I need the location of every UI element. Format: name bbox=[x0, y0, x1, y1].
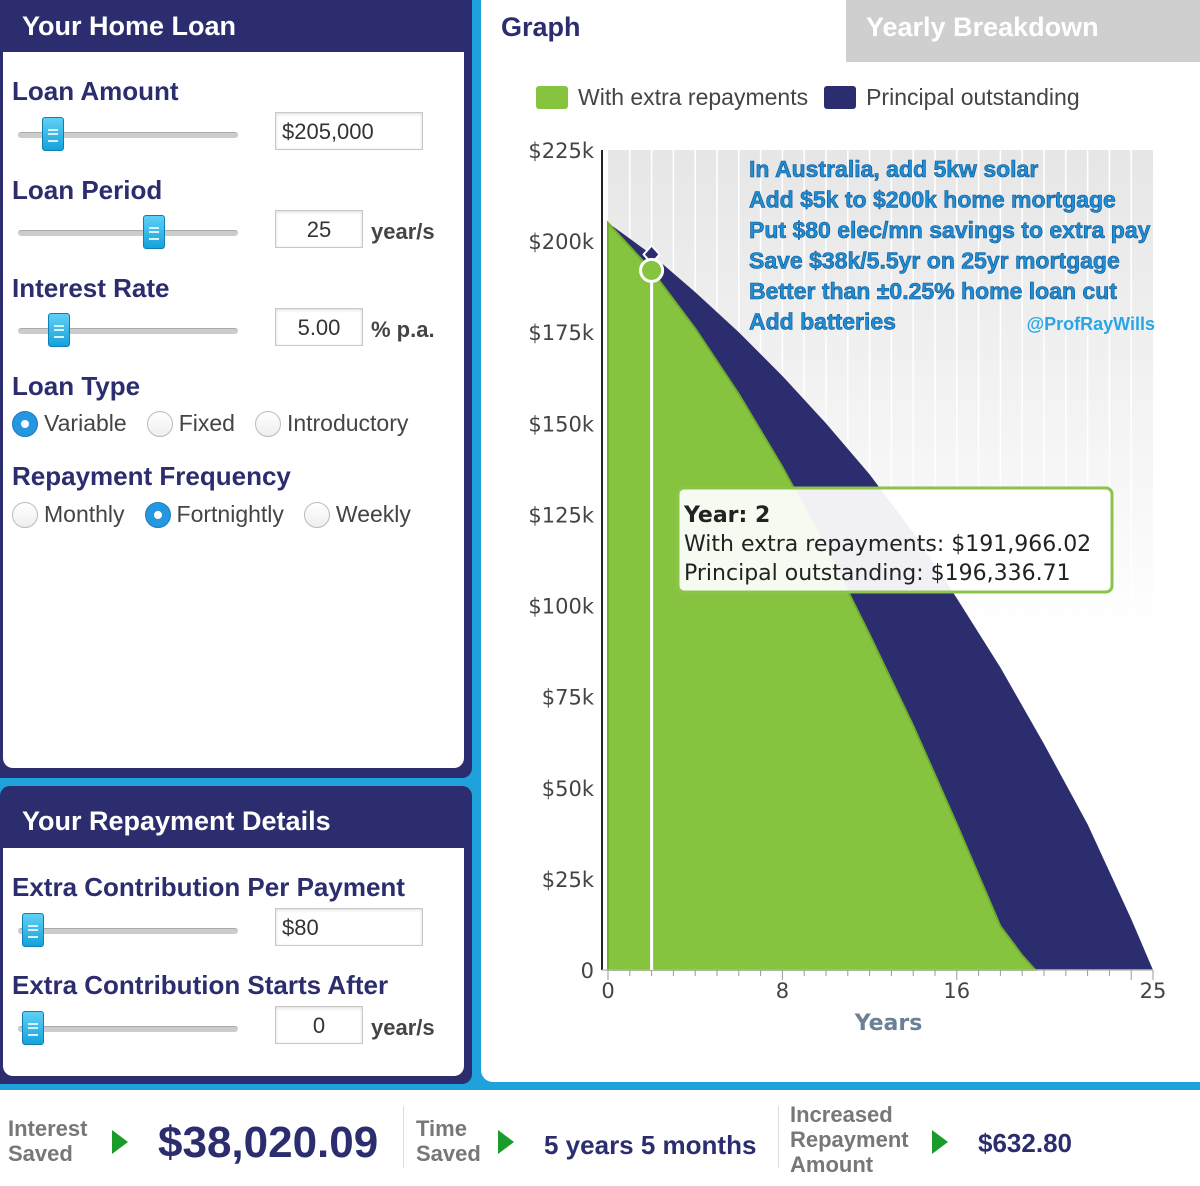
radio-icon[interactable] bbox=[12, 501, 38, 528]
x-tick-label: 8 bbox=[776, 979, 789, 1003]
graph-panel: Graph Yearly Breakdown With extra repaym… bbox=[481, 0, 1200, 1082]
y-tick-label: $25k bbox=[542, 868, 595, 892]
extra-contribution-label: Extra Contribution Per Payment bbox=[12, 872, 405, 902]
annotation-line: Add batteries bbox=[749, 309, 896, 335]
radio-selected-icon[interactable] bbox=[144, 501, 171, 528]
loan-type-introductory[interactable]: Introductory bbox=[254, 410, 408, 437]
frequency-fortnightly[interactable]: Fortnightly bbox=[144, 501, 284, 528]
legend-item-principal[interactable]: Principal outstanding bbox=[824, 84, 1080, 111]
home-loan-body: Loan Amount $205,000 Loan Period 25 year… bbox=[3, 52, 464, 768]
radio-icon[interactable] bbox=[254, 410, 281, 437]
repayment-frequency-label: Repayment Frequency bbox=[12, 461, 291, 491]
y-tick-label: $75k bbox=[542, 686, 595, 710]
tab-graph[interactable]: Graph bbox=[501, 12, 581, 42]
extra-contribution-input[interactable]: $80 bbox=[275, 908, 423, 946]
contribution-starts-label: Extra Contribution Starts After bbox=[12, 970, 389, 1000]
arrow-right-icon bbox=[112, 1130, 128, 1154]
tooltip-line: Principal outstanding: $196,336.71 bbox=[684, 561, 1071, 586]
extra-contribution-slider[interactable] bbox=[18, 913, 238, 947]
interest-rate-label: Interest Rate bbox=[12, 273, 170, 303]
interest-rate-suffix: % p.a. bbox=[371, 317, 435, 342]
loan-type-fixed[interactable]: Fixed bbox=[146, 410, 235, 437]
annotation-line: Add $5k to $200k home mortgage bbox=[749, 187, 1116, 213]
loan-period-input[interactable]: 25 bbox=[275, 210, 363, 248]
loan-type-options: Variable Fixed Introductory bbox=[12, 410, 428, 437]
repayment-details-title: Your Repayment Details bbox=[22, 806, 331, 836]
loan-period-suffix: year/s bbox=[371, 219, 435, 244]
arrow-right-icon bbox=[498, 1130, 514, 1154]
home-loan-title: Your Home Loan bbox=[22, 11, 237, 41]
extra-contribution-slider-handle[interactable] bbox=[21, 913, 44, 947]
annotation-line: In Australia, add 5kw solar bbox=[749, 156, 1038, 182]
repayment-details-body: Extra Contribution Per Payment $80 Extra… bbox=[3, 848, 464, 1076]
interest-saved-value: $38,020.09 bbox=[158, 1118, 379, 1167]
tooltip-box bbox=[676, 486, 1114, 594]
time-saved-label: Time Saved bbox=[416, 1116, 481, 1166]
loan-amount-input[interactable]: $205,000 bbox=[275, 112, 423, 150]
x-tick-label: 25 bbox=[1140, 979, 1167, 1003]
legend-swatch-navy bbox=[824, 86, 857, 109]
frequency-monthly[interactable]: Monthly bbox=[12, 501, 125, 528]
loan-amount-slider-handle[interactable] bbox=[41, 117, 64, 151]
loan-period-slider[interactable] bbox=[18, 215, 238, 249]
y-tick-label: $200k bbox=[528, 230, 594, 254]
extra-point-marker bbox=[639, 257, 665, 283]
annotation-handle: @ProfRayWills bbox=[1027, 314, 1155, 334]
radio-selected-icon[interactable] bbox=[12, 410, 38, 437]
tooltip-line: With extra repayments: $191,966.02 bbox=[684, 532, 1091, 557]
interest-rate-input[interactable]: 5.00 bbox=[275, 308, 363, 346]
repayment-details-panel: Your Repayment Details Extra Contributio… bbox=[0, 786, 472, 1084]
loan-period-label: Loan Period bbox=[12, 175, 163, 205]
savings-summary-bar: Interest Saved $38,020.09 Time Saved 5 y… bbox=[0, 1090, 1200, 1186]
annotation-line: Put $80 elec/mn savings to extra pay bbox=[749, 217, 1151, 243]
x-tick-label: 0 bbox=[601, 979, 614, 1003]
legend-swatch-green bbox=[536, 86, 568, 109]
contribution-starts-slider[interactable] bbox=[18, 1011, 238, 1045]
arrow-right-icon bbox=[932, 1130, 948, 1154]
y-tick-label: $225k bbox=[528, 139, 594, 163]
frequency-weekly[interactable]: Weekly bbox=[303, 501, 411, 528]
interest-saved-label: Interest Saved bbox=[8, 1116, 88, 1166]
interest-rate-slider-handle[interactable] bbox=[47, 313, 70, 347]
radio-icon[interactable] bbox=[146, 410, 173, 437]
divider bbox=[403, 1106, 404, 1168]
y-tick-label: $175k bbox=[528, 321, 594, 345]
y-tick-label: $125k bbox=[528, 503, 594, 527]
loan-amount-label: Loan Amount bbox=[12, 76, 179, 106]
loan-period-slider-handle[interactable] bbox=[142, 215, 165, 249]
loan-amount-slider[interactable] bbox=[18, 117, 238, 151]
divider bbox=[778, 1106, 779, 1168]
x-tick-label: 16 bbox=[943, 979, 970, 1003]
loan-type-label: Loan Type bbox=[12, 371, 141, 401]
increased-repayment-label: Increased Repayment Amount bbox=[790, 1102, 909, 1177]
y-tick-label: 0 bbox=[581, 959, 594, 983]
home-loan-panel: Your Home Loan Loan Amount $205,000 Loan… bbox=[0, 0, 472, 778]
loan-type-variable[interactable]: Variable bbox=[12, 410, 127, 437]
radio-icon[interactable] bbox=[303, 501, 330, 528]
chart-legend: With extra repayments Principal outstand… bbox=[536, 84, 1096, 111]
contribution-starts-suffix: year/s bbox=[371, 1015, 435, 1040]
x-axis-title: Years bbox=[854, 1011, 923, 1036]
legend-item-extra[interactable]: With extra repayments bbox=[536, 84, 808, 111]
contribution-starts-slider-handle[interactable] bbox=[21, 1011, 44, 1045]
y-tick-label: $50k bbox=[542, 777, 595, 801]
repayment-frequency-options: Monthly Fortnightly Weekly bbox=[12, 501, 431, 528]
interest-rate-slider[interactable] bbox=[18, 313, 238, 347]
annotation-line: Save $38k/5.5yr on 25yr mortgage bbox=[749, 248, 1120, 274]
time-saved-value: 5 years 5 months bbox=[544, 1130, 757, 1160]
tooltip-line: Year: 2 bbox=[683, 503, 770, 528]
y-tick-label: $150k bbox=[528, 412, 594, 436]
increased-repayment-value: $632.80 bbox=[978, 1128, 1072, 1158]
tab-yearly-breakdown[interactable]: Yearly Breakdown bbox=[846, 0, 1200, 62]
contribution-starts-input[interactable]: 0 bbox=[275, 1006, 363, 1044]
loan-chart: 0 $25k $50k $75k $100k $125k $150k $175k $200k $2… bbox=[528, 139, 1167, 1036]
annotation-line: Better than ±0.25% home loan cut bbox=[749, 278, 1117, 304]
y-tick-label: $100k bbox=[528, 595, 594, 619]
